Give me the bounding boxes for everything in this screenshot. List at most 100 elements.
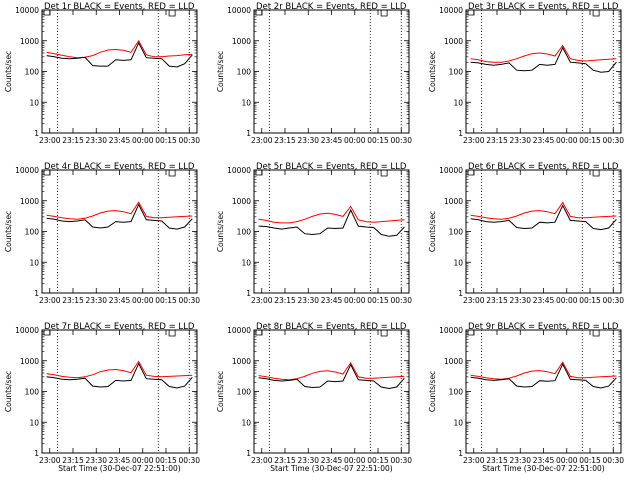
y-tick-label: 100 [237, 228, 252, 237]
chart-title: Det 6r BLACK = Events, RED = LLD [468, 162, 619, 172]
events-series-line [46, 362, 193, 389]
y-tick-label: 1000 [232, 197, 251, 206]
events-series-line [470, 46, 617, 73]
events-series-line [46, 41, 193, 68]
y-tick-label: 100 [25, 388, 40, 397]
y-tick-label: 1000 [232, 357, 251, 366]
events-series-line [258, 363, 405, 390]
y-axis-label: Counts/sec [4, 371, 13, 412]
x-tick-label: 23:00 [463, 296, 485, 305]
lld-series-line [46, 39, 193, 59]
x-tick-label: 23:30 [297, 136, 319, 145]
events-series-line [46, 203, 193, 230]
lld-series-line [470, 44, 617, 63]
chart-panel-4: Det 4r BLACK = Events, RED = LLD 1 10 100 10… [4, 162, 200, 305]
chart-title: Det 9r BLACK = Events, RED = LLD [468, 322, 619, 332]
y-tick-label: 1 [34, 449, 39, 458]
y-tick-label: 1 [246, 289, 251, 298]
chart-panel-1: Det 1r BLACK = Events, RED = LLD 1 10 100 10… [4, 2, 200, 145]
y-tick-label: 1000 [20, 197, 39, 206]
x-tick-label: 23:15 [486, 456, 508, 465]
chart-title: Det 8r BLACK = Events, RED = LLD [256, 322, 407, 332]
x-tick-label: 00:00 [132, 456, 154, 465]
x-tick-label: 23:30 [297, 296, 319, 305]
x-tick-label: 23:30 [509, 296, 531, 305]
top-bracket-marker [592, 10, 600, 17]
chart-panel-3: Det 3r BLACK = Events, RED = LLD 1 10 100 10… [428, 2, 624, 145]
lld-series-line [46, 360, 193, 379]
y-axis-label: Counts/sec [428, 211, 437, 252]
y-tick-label: 100 [25, 228, 40, 237]
y-tick-label: 10 [241, 98, 251, 107]
x-tick-label: 00:15 [155, 296, 177, 305]
chart-title: Det 3r BLACK = Events, RED = LLD [468, 2, 619, 12]
y-tick-label: 10 [241, 418, 251, 427]
y-tick-label: 100 [237, 68, 252, 77]
x-tick-label: 00:00 [132, 296, 154, 305]
lld-series-line [258, 205, 405, 224]
y-tick-label: 10 [453, 258, 463, 267]
y-tick-label: 10 [29, 418, 39, 427]
y-tick-label: 10000 [439, 6, 463, 15]
x-tick-label: 23:45 [109, 296, 131, 305]
y-tick-label: 10000 [439, 166, 463, 175]
x-tick-label: 23:00 [463, 456, 485, 465]
y-tick-label: 1 [34, 289, 39, 298]
x-tick-label: 00:15 [367, 456, 389, 465]
plot-frame [41, 169, 198, 294]
x-tick-label: 00:15 [579, 456, 601, 465]
x-tick-label: 23:15 [274, 296, 296, 305]
y-axis-label: Counts/sec [216, 211, 225, 252]
events-series-line [470, 362, 617, 389]
x-tick-label: 23:00 [463, 136, 485, 145]
x-axis-label: Start Time (30-Dec-07 22:51:00) [58, 464, 180, 473]
top-bracket-marker [168, 330, 176, 337]
y-tick-label: 1 [246, 449, 251, 458]
y-tick-label: 10000 [227, 166, 251, 175]
x-tick-label: 23:45 [321, 136, 343, 145]
plot-frame [41, 9, 198, 134]
y-tick-label: 1000 [444, 197, 463, 206]
plot-frame [465, 169, 622, 294]
top-bracket-marker [380, 10, 388, 17]
x-tick-label: 00:15 [367, 136, 389, 145]
x-tick-label: 00:15 [579, 296, 601, 305]
y-tick-label: 100 [449, 228, 464, 237]
y-tick-label: 1 [34, 129, 39, 138]
x-tick-label: 23:15 [62, 136, 84, 145]
top-bracket-marker [592, 330, 600, 337]
x-tick-label: 23:30 [297, 456, 319, 465]
x-axis-label: Start Time (30-Dec-07 22:51:00) [270, 464, 392, 473]
chart-title: Det 7r BLACK = Events, RED = LLD [44, 322, 195, 332]
x-tick-label: 23:45 [321, 296, 343, 305]
chart-title: Det 4r BLACK = Events, RED = LLD [44, 162, 195, 172]
x-tick-label: 00:30 [178, 456, 200, 465]
x-tick-label: 00:30 [178, 136, 200, 145]
x-tick-label: 00:30 [390, 136, 412, 145]
x-tick-label: 23:30 [85, 456, 107, 465]
y-tick-label: 10000 [15, 326, 39, 335]
x-tick-label: 23:15 [274, 136, 296, 145]
x-tick-label: 00:30 [178, 296, 200, 305]
plot-frame [41, 329, 198, 454]
top-bracket-marker [380, 170, 388, 177]
top-bracket-marker [168, 10, 176, 17]
y-tick-label: 10000 [15, 166, 39, 175]
events-series-line [470, 204, 617, 231]
x-tick-label: 23:45 [109, 136, 131, 145]
x-tick-label: 00:30 [602, 136, 624, 145]
y-tick-label: 100 [449, 68, 464, 77]
x-tick-label: 23:15 [486, 136, 508, 145]
y-tick-label: 1000 [444, 37, 463, 46]
y-axis-label: Counts/sec [428, 371, 437, 412]
y-tick-label: 10 [453, 418, 463, 427]
x-tick-label: 00:30 [390, 456, 412, 465]
y-tick-label: 1000 [232, 37, 251, 46]
y-tick-label: 10 [453, 98, 463, 107]
x-tick-label: 00:00 [344, 136, 366, 145]
x-tick-label: 23:45 [321, 456, 343, 465]
y-tick-label: 10000 [15, 6, 39, 15]
x-tick-label: 23:15 [62, 456, 84, 465]
y-tick-label: 10000 [227, 6, 251, 15]
plot-frame [465, 329, 622, 454]
